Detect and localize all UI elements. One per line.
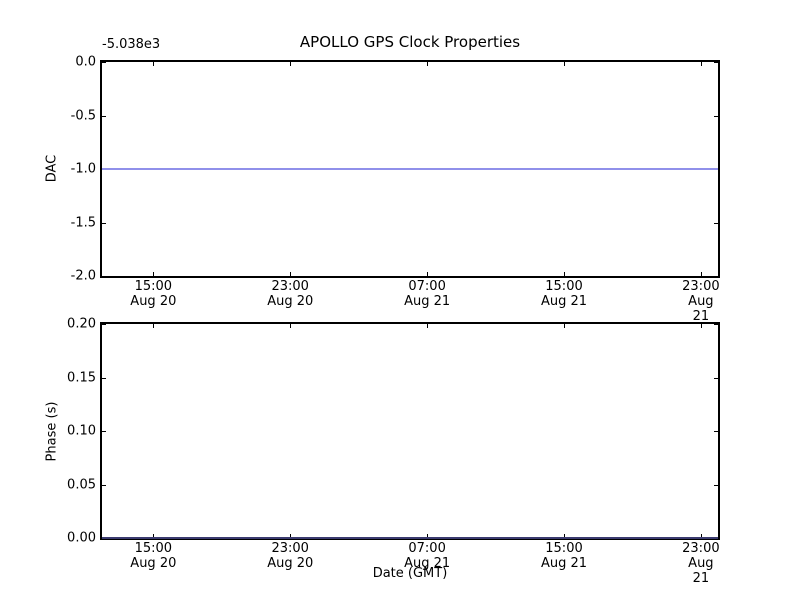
x-tick-mark: [290, 62, 292, 66]
x-tick-mark: [290, 272, 292, 276]
x-tick-mark: [427, 324, 429, 328]
x-tick-label: 23:00 Aug 20: [267, 279, 314, 309]
y-tick-label: -0.5: [70, 108, 96, 123]
x-tick-mark: [290, 324, 292, 328]
y-axis-offset-label: -5.038e3: [102, 37, 161, 52]
x-tick-mark: [153, 272, 155, 276]
chart-title: APOLLO GPS Clock Properties: [299, 33, 521, 51]
y-tick-mark: [102, 222, 106, 224]
y-tick-mark: [714, 324, 718, 325]
dac-plot-area: 15:00 Aug 20 23:00 Aug 20 07:00 Aug 21 15:0…: [71, 55, 720, 324]
y-tick-mark: [102, 431, 106, 432]
x-tick-mark: [290, 534, 292, 538]
x-tick-mark: [564, 534, 565, 538]
x-tick-mark: [700, 272, 702, 276]
y-tick-mark: [714, 484, 718, 486]
x-tick-mark: [153, 324, 155, 328]
y-tick-mark: [714, 431, 718, 432]
x-tick-mark: [700, 324, 702, 328]
y-tick-label: 0.00: [67, 530, 96, 546]
y-tick-label: -1.0: [70, 161, 96, 177]
y-tick-mark: [102, 377, 106, 379]
x-tick-mark: [427, 62, 429, 66]
x-tick-label: 23:00 Aug 21: [682, 279, 720, 324]
y-tick-label: 0.20: [67, 316, 96, 332]
x-tick-mark: [564, 62, 565, 66]
x-tick-mark: [427, 272, 429, 276]
dac-line: [102, 168, 718, 170]
x-tick-label: 07:00 Aug 21: [404, 541, 451, 571]
x-tick-label: 15:00 Aug 20: [130, 279, 177, 309]
y-tick-mark: [714, 115, 718, 117]
y-tick-mark: [102, 276, 106, 277]
x-axis-label: Date (GMT): [372, 566, 448, 581]
x-tick-label: 07:00 Aug 21: [404, 279, 451, 309]
x-tick-mark: [427, 534, 429, 538]
y-tick-mark: [714, 222, 718, 224]
y-tick-mark: [102, 62, 106, 63]
x-tick-label: 15:00 Aug 21: [540, 541, 588, 571]
y-tick-label: -1.5: [70, 215, 96, 230]
x-tick-label: 23:00 Aug 20: [267, 541, 314, 571]
x-tick-label: 15:00 Aug 21: [540, 279, 588, 309]
x-tick-mark: [564, 324, 565, 328]
x-tick-mark: [564, 272, 565, 276]
x-tick-mark: [700, 534, 702, 538]
y-tick-label: 0.0: [75, 54, 96, 70]
y-tick-label: 0.10: [67, 423, 96, 439]
y-tick-mark: [102, 115, 106, 117]
y-tick-mark: [102, 324, 106, 325]
x-tick-label: 23:00 Aug 21: [682, 541, 720, 586]
y-tick-mark: [102, 484, 106, 486]
x-tick-mark: [153, 534, 155, 538]
phase-line: [102, 537, 718, 539]
x-tick-mark: [700, 62, 702, 66]
x-tick-label: 15:00 Aug 20: [130, 541, 177, 571]
y-tick-label: -2.0: [70, 268, 96, 284]
phase-plot-area: 15:00 Aug 20 23:00 Aug 20 07:00 Aug 21 15:0…: [67, 317, 720, 586]
y-tick-mark: [714, 377, 718, 379]
y-tick-label: 0.05: [67, 477, 96, 492]
y-tick-mark: [714, 62, 718, 63]
y-tick-mark: [714, 276, 718, 277]
y-tick-label: 0.15: [67, 370, 96, 385]
x-tick-mark: [153, 62, 155, 66]
